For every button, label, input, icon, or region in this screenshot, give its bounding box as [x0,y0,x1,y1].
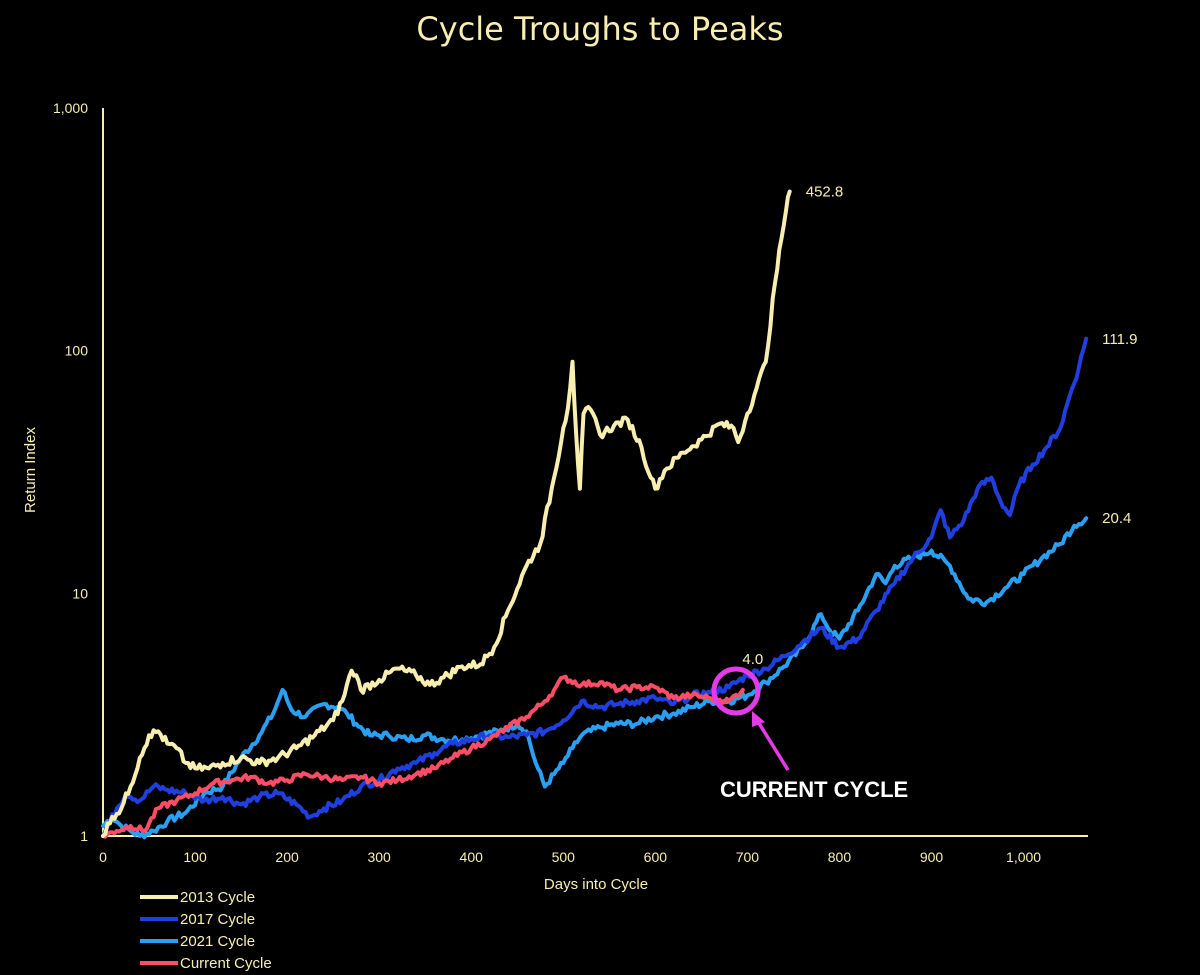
x-tick-labels: 0 100 200 300 400 500 600 700 800 900 1,000 [99,849,1041,865]
x-tick-label: 1,000 [1006,849,1041,865]
end-label-2013-cycle: 452.8 [806,184,844,201]
x-tick-label: 100 [183,849,207,865]
current-cycle-arrow-head [752,711,765,727]
x-tick-label: 200 [275,849,299,865]
y-tick-label: 1,000 [53,100,88,116]
x-tick-label: 300 [367,849,391,865]
current-cycle-circle [711,666,761,716]
chart-title: Cycle Troughs to Peaks [416,10,783,48]
x-tick-label: 600 [644,849,668,865]
end-labels: 452.8 111.9 20.4 4.0 [742,184,1137,668]
y-axis-label: Return Index [22,427,39,513]
x-tick-label: 0 [99,849,107,865]
current-cycle-text: CURRENT CYCLE [720,777,908,802]
legend-label: 2017 Cycle [180,911,255,928]
end-label-2017-cycle: 111.9 [1102,331,1137,348]
current-cycle-arrow [755,719,790,771]
series-lines [101,189,1089,840]
y-tick-label: 1 [80,828,88,844]
x-tick-label: 400 [460,849,484,865]
legend-label: 2021 Cycle [180,933,255,950]
x-axis-label: Days into Cycle [544,876,648,893]
y-tick-label: 100 [65,343,89,359]
legend-label: 2013 Cycle [180,889,255,906]
y-tick-labels: 1 10 100 1,000 [53,100,88,844]
legend: 2013 Cycle 2017 Cycle 2021 Cycle Current Cy… [140,889,272,972]
series-line-2017-cycle [101,336,1089,838]
x-tick-label: 700 [736,849,760,865]
x-tick-label: 800 [828,849,852,865]
series-line-2013-cycle [101,189,792,838]
series-line-current-cycle [101,674,745,839]
legend-label: Current Cycle [180,955,272,972]
x-tick-label: 900 [920,849,944,865]
end-label-current-cycle: 4.0 [742,651,763,668]
x-tick-label: 500 [552,849,576,865]
y-tick-label: 10 [72,585,88,601]
current-cycle-annotation: CURRENT CYCLE [711,666,908,802]
end-label-2021-cycle: 20.4 [1102,510,1131,527]
